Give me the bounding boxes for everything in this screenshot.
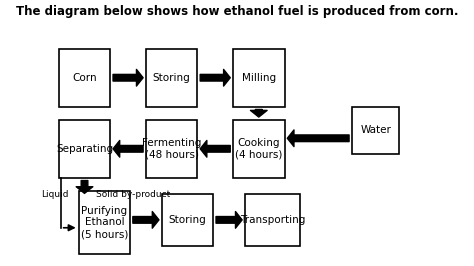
Bar (146, 120, 197, 178)
Text: Milling: Milling (242, 73, 276, 83)
Text: Transporting: Transporting (240, 215, 305, 225)
Text: The diagram below shows how ethanol fuel is produced from corn.: The diagram below shows how ethanol fuel… (16, 5, 458, 18)
Text: Solid by-product: Solid by-product (96, 190, 171, 199)
Text: Purifying
Ethanol
(5 hours): Purifying Ethanol (5 hours) (81, 206, 128, 239)
Bar (233, 49, 284, 107)
Bar (162, 194, 213, 246)
Bar (146, 49, 197, 107)
Text: Water: Water (360, 125, 391, 135)
Text: Storing: Storing (169, 215, 206, 225)
Text: Fermenting
(48 hours): Fermenting (48 hours) (142, 138, 201, 160)
Bar (245, 194, 301, 246)
Bar (233, 120, 284, 178)
Bar (352, 107, 400, 154)
Bar (59, 120, 110, 178)
Bar (79, 191, 130, 254)
Bar (59, 49, 110, 107)
Text: Corn: Corn (72, 73, 97, 83)
Text: Liquid: Liquid (41, 190, 68, 199)
Text: Separating: Separating (56, 144, 113, 154)
Text: Storing: Storing (153, 73, 191, 83)
Text: Cooking
(4 hours): Cooking (4 hours) (235, 138, 283, 160)
